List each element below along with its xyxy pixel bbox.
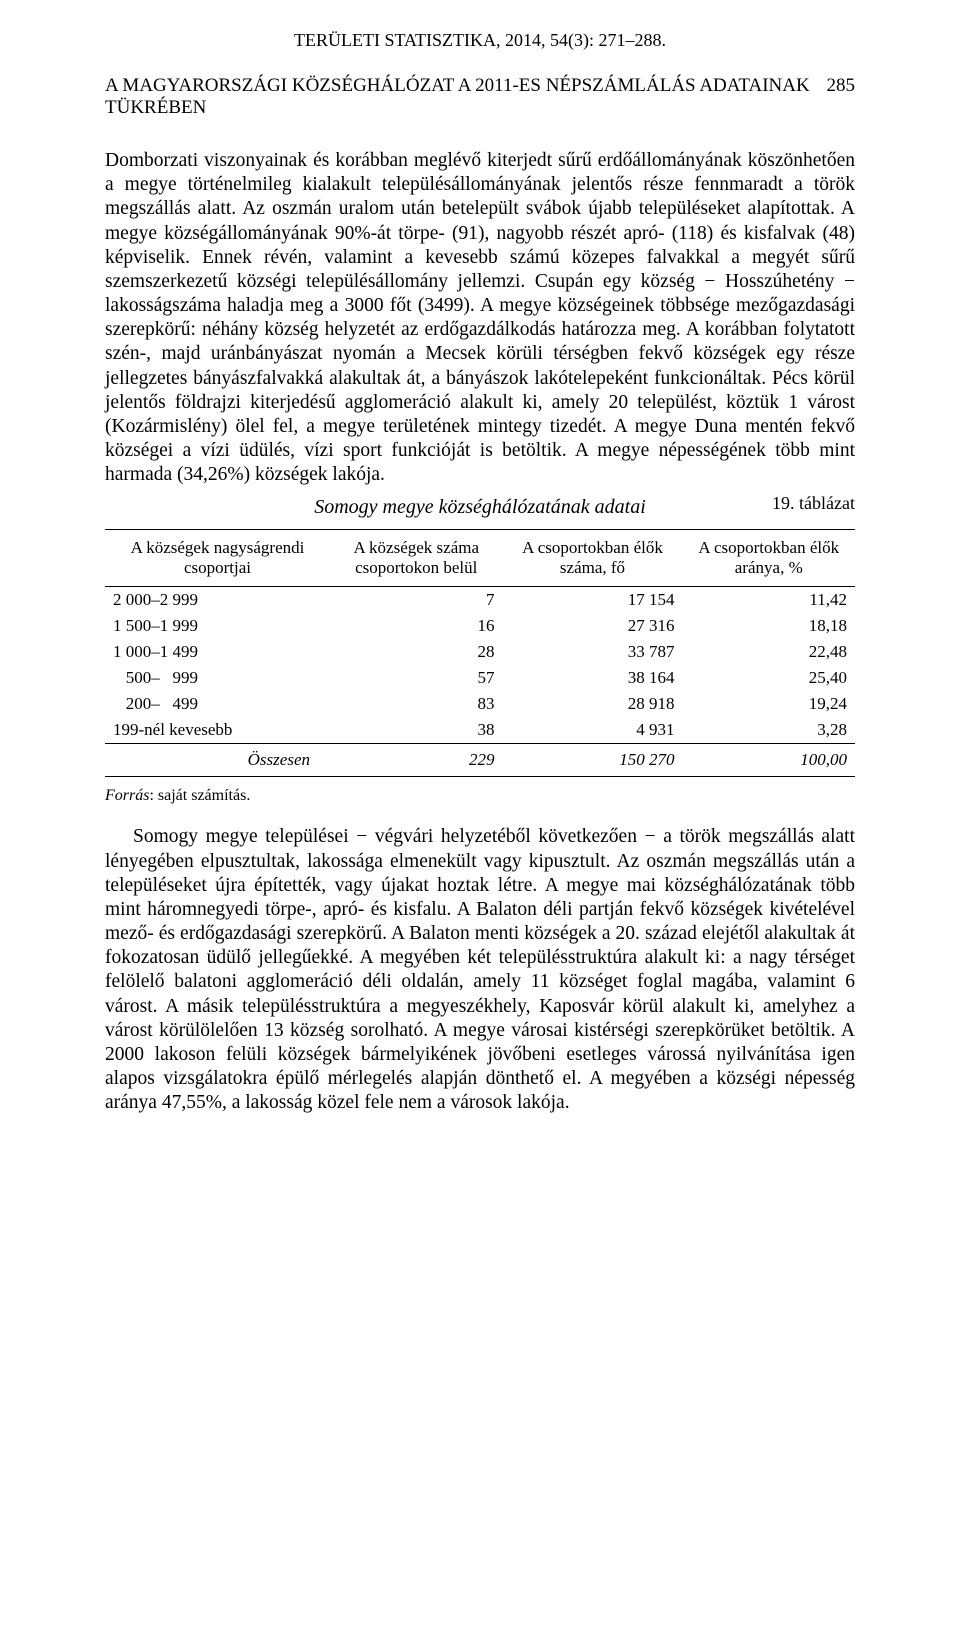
cell-count: 83 — [330, 691, 503, 717]
table-row: 200– 499 83 28 918 19,24 — [105, 691, 855, 717]
cell-category: 199-nél kevesebb — [105, 717, 330, 744]
cell-pct: 25,40 — [683, 665, 856, 691]
paragraph-2: Somogy megye települései − végvári helyz… — [105, 825, 855, 1115]
paragraph-1: Domborzati viszonyainak és korábban megl… — [105, 149, 855, 487]
table-title: Somogy megye községhálózatának adatai — [105, 496, 855, 519]
data-table: A községek nagyságrendi csoportjai A köz… — [105, 529, 855, 777]
running-head: A MAGYARORSZÁGI KÖZSÉGHÁLÓZAT A 2011-ES … — [105, 75, 855, 119]
cell-total-label: Összesen — [105, 744, 330, 777]
cell-category: 1 000–1 499 — [105, 639, 330, 665]
col-header-4: A csoportokban élők aránya, % — [683, 530, 856, 587]
table-total-row: Összesen 229 150 270 100,00 — [105, 744, 855, 777]
cell-pop: 4 931 — [503, 717, 683, 744]
cell-count: 7 — [330, 587, 503, 614]
cell-pop: 33 787 — [503, 639, 683, 665]
cell-pct: 3,28 — [683, 717, 856, 744]
cell-pct: 18,18 — [683, 613, 856, 639]
table-row: 199-nél kevesebb 38 4 931 3,28 — [105, 717, 855, 744]
running-title: A MAGYARORSZÁGI KÖZSÉGHÁLÓZAT A 2011-ES … — [105, 75, 827, 119]
cell-pop: 38 164 — [503, 665, 683, 691]
page-number: 285 — [827, 75, 856, 119]
cell-category: 1 500–1 999 — [105, 613, 330, 639]
table-header-row: A községek nagyságrendi csoportjai A köz… — [105, 530, 855, 587]
table-row: 500– 999 57 38 164 25,40 — [105, 665, 855, 691]
cell-pct: 19,24 — [683, 691, 856, 717]
journal-header: TERÜLETI STATISZTIKA, 2014, 54(3): 271–2… — [105, 30, 855, 51]
source-label: Forrás — [105, 787, 149, 804]
cell-pop: 17 154 — [503, 587, 683, 614]
cell-total-pct: 100,00 — [683, 744, 856, 777]
table-source: Forrás: saját számítás. — [105, 787, 855, 805]
cell-count: 16 — [330, 613, 503, 639]
cell-category: 500– 999 — [105, 665, 330, 691]
col-header-3: A csoportokban élők száma, fő — [503, 530, 683, 587]
page: TERÜLETI STATISZTIKA, 2014, 54(3): 271–2… — [0, 0, 960, 1640]
cell-count: 28 — [330, 639, 503, 665]
table-row: 1 500–1 999 16 27 316 18,18 — [105, 613, 855, 639]
cell-count: 57 — [330, 665, 503, 691]
table-row: 2 000–2 999 7 17 154 11,42 — [105, 587, 855, 614]
cell-count: 38 — [330, 717, 503, 744]
cell-category: 200– 499 — [105, 691, 330, 717]
cell-pop: 28 918 — [503, 691, 683, 717]
col-header-2: A községek száma csoportokon belül — [330, 530, 503, 587]
col-header-1: A községek nagyságrendi csoportjai — [105, 530, 330, 587]
table-row: 1 000–1 499 28 33 787 22,48 — [105, 639, 855, 665]
cell-category: 2 000–2 999 — [105, 587, 330, 614]
cell-total-pop: 150 270 — [503, 744, 683, 777]
source-text: : saját számítás. — [149, 787, 250, 804]
cell-pct: 11,42 — [683, 587, 856, 614]
cell-pct: 22,48 — [683, 639, 856, 665]
cell-pop: 27 316 — [503, 613, 683, 639]
cell-total-count: 229 — [330, 744, 503, 777]
